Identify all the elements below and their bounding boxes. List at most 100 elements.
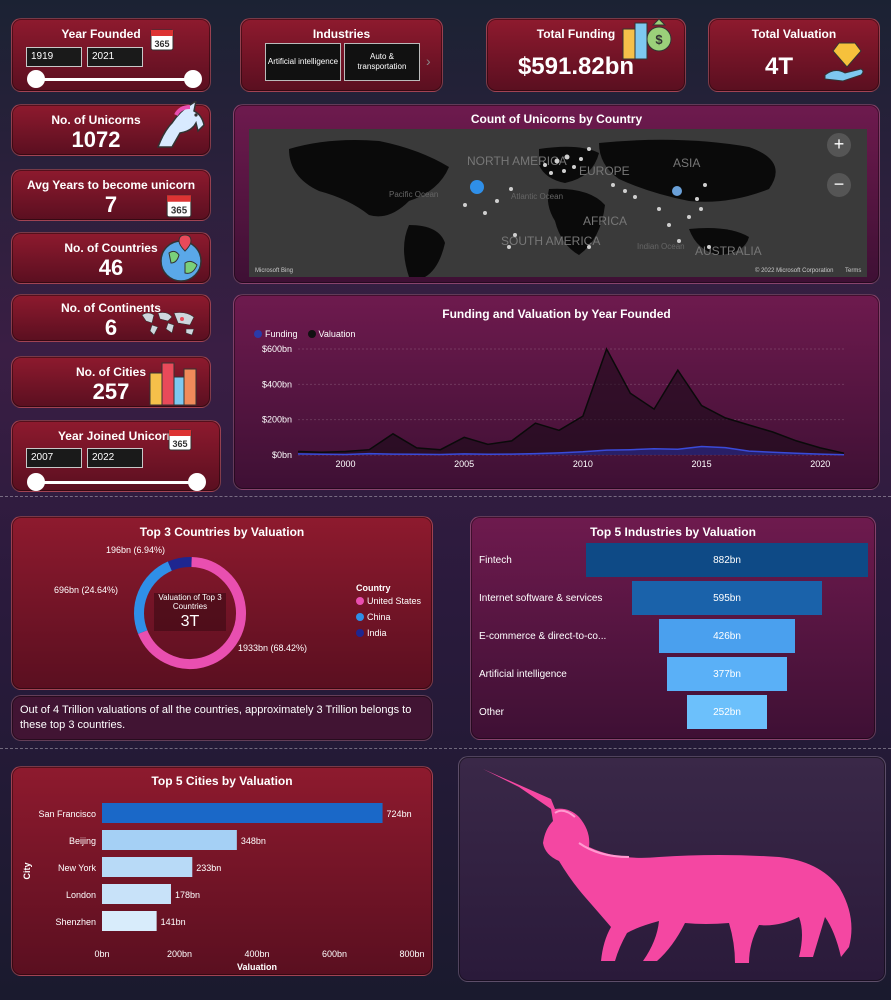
area-y-tick: $0bn [272, 450, 292, 460]
cities-value: 257 [92, 379, 130, 404]
funding-valuation-card: Funding and Valuation by Year Founded Fu… [233, 294, 880, 490]
world-map-icon [138, 309, 198, 342]
area-legend: Funding Valuation [254, 329, 355, 339]
unicorns-value: 1072 [71, 127, 121, 152]
year-founded-title: Year Founded [61, 27, 141, 41]
funnel-row[interactable]: Artificial intelligence 377bn [471, 657, 877, 693]
city-value-label: 724bn [387, 809, 412, 819]
total-valuation-value: 4T [764, 53, 793, 80]
diamond-hand-icon [821, 37, 869, 90]
funnel-bar[interactable]: 595bn [631, 581, 823, 615]
map-label-atlantic: Atlantic Ocean [511, 192, 563, 201]
donut-chart[interactable]: 1933bn (68.42%) 696bn (24.64%) 196bn (6.94… [12, 517, 434, 691]
year-founded-slider-end[interactable] [184, 70, 202, 88]
year-joined-from-input[interactable]: 2007 [26, 448, 82, 468]
industries-title: Industries [312, 27, 371, 41]
total-valuation-card: Total Valuation 4T [708, 18, 880, 92]
svg-text:$: $ [655, 32, 663, 47]
map-bubble-china [672, 186, 682, 196]
year-joined-slider-track[interactable] [36, 481, 196, 484]
area-x-tick: 2010 [573, 459, 593, 469]
map-card: Count of Unicorns by Country NORTH AMERI… [233, 104, 880, 284]
legend-funding: Funding [254, 329, 298, 339]
city-value-label: 141bn [161, 917, 186, 927]
industries-funnel[interactable]: Fintech 882bn Internet software & services… [471, 543, 877, 739]
donut-slice-label: 196bn (6.94%) [106, 545, 165, 555]
zoom-in-icon[interactable]: + [827, 133, 851, 157]
area-x-tick: 2000 [335, 459, 355, 469]
area-line-funding [297, 445, 845, 456]
city-x-tick: 800bn [399, 949, 424, 959]
city-x-tick: 200bn [167, 949, 192, 959]
area-chart[interactable]: $0bn $200bn $400bn $600bn 2000 2005 2010 2015 20… [234, 295, 881, 491]
year-founded-card: Year Founded 365 1919 2021 [11, 18, 211, 92]
funnel-bar[interactable]: 377bn [666, 657, 788, 691]
continents-title: No. of Continents [61, 301, 161, 315]
donut-slice-label: 1933bn (68.42%) [238, 643, 307, 653]
year-founded-to-input[interactable]: 2021 [87, 47, 143, 67]
unicorn-icon [150, 99, 210, 158]
map-bubble-points [463, 147, 711, 249]
funnel-bar[interactable]: 426bn [658, 619, 796, 653]
funnel-label: Internet software & services [479, 593, 603, 604]
map-label-north-america: NORTH AMERICA [467, 154, 567, 168]
funnel-row[interactable]: E-commerce & direct-to-co... 426bn [471, 619, 877, 655]
city-x-tick: 600bn [322, 949, 347, 959]
section-divider-1 [0, 496, 891, 497]
top-countries-note: Out of 4 Trillion valuations of all the … [20, 704, 412, 731]
map-copyright: © 2022 Microsoft Corporation [755, 267, 833, 274]
cities-chart-title: Top 5 Cities by Valuation [151, 774, 293, 788]
funnel-row[interactable]: Internet software & services 595bn [471, 581, 877, 617]
legend-china[interactable]: China [356, 612, 421, 622]
year-joined-slider-start[interactable] [27, 473, 45, 491]
funnel-label: Artificial intelligence [479, 669, 567, 680]
year-founded-slider-track[interactable] [36, 78, 192, 81]
funnel-bar[interactable]: 882bn [586, 543, 868, 577]
year-joined-slider-end[interactable] [188, 473, 206, 491]
funnel-row[interactable]: Fintech 882bn [471, 543, 877, 579]
avg-years-title: Avg Years to become unicorn [26, 178, 196, 192]
city-x-tick: 400bn [244, 949, 269, 959]
funnel-row[interactable]: Other 252bn [471, 695, 877, 731]
city-value-label: 348bn [241, 836, 266, 846]
year-joined-title: Year Joined Unicorn [57, 429, 175, 443]
city-label: Shenzhen [55, 917, 96, 927]
city-label: New York [58, 863, 97, 873]
svg-text:365: 365 [172, 439, 187, 449]
money-bag-buildings-icon: $ [621, 15, 673, 66]
donut-center-value: 3T [180, 613, 200, 630]
globe-pin-icon [157, 233, 205, 288]
donut-slice-india [167, 557, 192, 571]
area-chart-title: Funding and Valuation by Year Founded [442, 307, 671, 321]
unicorns-card: No. of Unicorns 1072 [11, 99, 211, 158]
industry-button-ai[interactable]: Artificial intelligence [265, 43, 341, 81]
year-founded-slider-start[interactable] [27, 70, 45, 88]
cities-bar-chart[interactable]: San Francisco 724bn Beijing 348bn New York 23… [12, 767, 434, 977]
year-founded-from-input[interactable]: 1919 [26, 47, 82, 67]
top-industries-card: Top 5 Industries by Valuation Fintech 882… [470, 516, 876, 740]
world-map[interactable]: NORTH AMERICA EUROPE ASIA AFRICA SOUTH A… [249, 129, 867, 277]
area-fill-funding [298, 446, 844, 455]
area-y-tick: $400bn [262, 379, 292, 389]
funnel-bar[interactable]: 252bn [686, 695, 768, 729]
map-label-south-america: SOUTH AMERICA [501, 234, 600, 248]
year-joined-to-input[interactable]: 2022 [87, 448, 143, 468]
avg-years-value: 7 [104, 192, 118, 217]
legend-india[interactable]: India [356, 628, 421, 638]
map-bubble-usa [470, 180, 484, 194]
city-x-axis-label: Valuation [237, 962, 277, 972]
donut-legend: Country United States China India [356, 583, 421, 638]
city-label: London [66, 890, 96, 900]
industry-button-auto[interactable]: Auto & transportation [344, 43, 420, 81]
legend-united-states[interactable]: United States [356, 596, 421, 606]
unicorns-title: No. of Unicorns [51, 113, 141, 127]
cities-card: No. of Cities 257 [11, 356, 211, 408]
chevron-right-icon[interactable]: › [426, 53, 431, 69]
area-x-tick: 2020 [810, 459, 830, 469]
map-label-australia: AUSTRALIA [695, 244, 762, 258]
top-countries-card: Top 3 Countries by Valuation 1933bn (68.… [11, 516, 433, 690]
countries-value: 46 [98, 255, 124, 280]
area-line-valuation [297, 347, 845, 454]
zoom-out-icon[interactable]: − [827, 173, 851, 197]
avg-years-card: Avg Years to become unicorn 7 365 [11, 169, 211, 221]
